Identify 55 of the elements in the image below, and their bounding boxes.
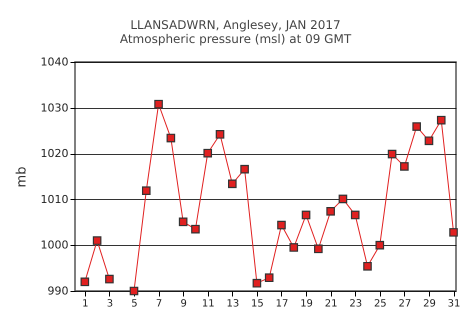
point bbox=[92, 236, 102, 245]
point bbox=[264, 273, 274, 282]
y-tick-label: 1040 bbox=[40, 56, 68, 68]
y-tick-label: 1020 bbox=[40, 147, 68, 160]
point bbox=[449, 228, 458, 237]
point bbox=[326, 207, 335, 216]
point bbox=[350, 210, 360, 220]
x-tick-label: 19 bbox=[300, 298, 313, 310]
point bbox=[302, 210, 310, 220]
x-tick-label: 9 bbox=[180, 298, 187, 310]
chart-subtitle: Atmospheric pressure (msl) at 09 GMT bbox=[120, 32, 352, 46]
x-tick-label: 13 bbox=[226, 298, 240, 310]
y-axis-title: mb bbox=[14, 166, 30, 188]
x-tick-label: 23 bbox=[349, 298, 362, 310]
point bbox=[166, 134, 176, 142]
y-tick-label: 990 bbox=[48, 284, 68, 298]
y-tick-label: 1030 bbox=[40, 101, 68, 114]
point bbox=[363, 262, 372, 271]
x-tick-label: 5 bbox=[131, 298, 138, 310]
chart-title: LLANSADWRN, Anglesey, JAN 2017 bbox=[130, 18, 341, 32]
x-tick-label: 11 bbox=[202, 298, 215, 310]
point bbox=[400, 162, 409, 171]
point bbox=[216, 130, 224, 139]
y-tick-label: 1000 bbox=[40, 238, 68, 252]
point bbox=[314, 244, 323, 254]
point bbox=[388, 150, 396, 158]
point bbox=[80, 278, 90, 286]
point bbox=[154, 100, 163, 108]
point bbox=[277, 220, 286, 230]
point bbox=[289, 243, 298, 252]
point bbox=[191, 224, 200, 234]
point bbox=[228, 180, 237, 188]
point bbox=[375, 240, 384, 250]
x-tick-label: 21 bbox=[324, 298, 338, 310]
x-tick-label: 29 bbox=[423, 298, 436, 310]
point bbox=[105, 274, 114, 284]
x-tick-label: 15 bbox=[251, 298, 264, 310]
point bbox=[252, 278, 262, 288]
x-tick-label: 7 bbox=[156, 298, 162, 310]
point bbox=[412, 122, 421, 131]
point bbox=[142, 186, 151, 196]
x-tick-label: 31 bbox=[448, 298, 460, 310]
point bbox=[338, 194, 348, 204]
point bbox=[424, 136, 434, 146]
x-tick-label: 27 bbox=[398, 298, 412, 310]
point bbox=[178, 218, 188, 226]
x-tick-label: 1 bbox=[82, 298, 89, 310]
x-tick-label: 17 bbox=[276, 298, 288, 310]
x-tick-label: 25 bbox=[374, 298, 387, 310]
point bbox=[240, 164, 249, 174]
y-tick-label: 1010 bbox=[40, 192, 68, 206]
point bbox=[436, 116, 446, 124]
x-tick-label: 3 bbox=[106, 298, 114, 310]
point bbox=[130, 286, 138, 296]
point bbox=[203, 148, 212, 158]
